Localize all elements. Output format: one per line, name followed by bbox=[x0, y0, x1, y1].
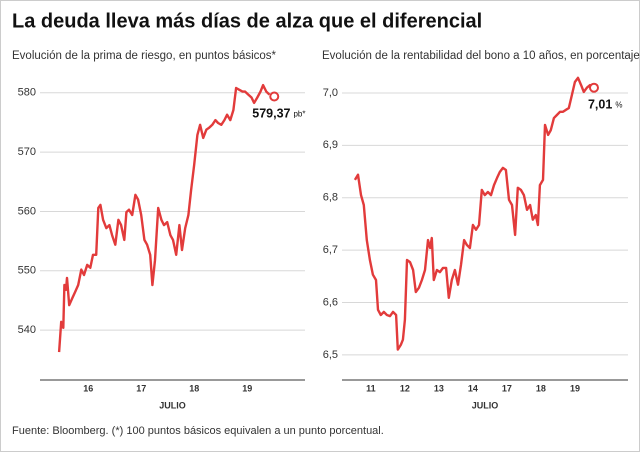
y-tick-label: 570 bbox=[18, 146, 36, 158]
chart-subtitle: Evolución de la rentabilidad del bono a … bbox=[322, 50, 640, 62]
y-tick-label: 6,6 bbox=[323, 296, 338, 308]
x-axis-label: JULIO bbox=[159, 400, 186, 410]
x-tick-label: 19 bbox=[242, 383, 252, 393]
x-tick-label: 19 bbox=[570, 383, 580, 393]
title: La deuda lleva más días de alza que el d… bbox=[12, 10, 482, 32]
end-label: 579,37 pb* bbox=[252, 107, 305, 121]
x-tick-label: 16 bbox=[83, 383, 93, 393]
end-label-unit: % bbox=[615, 101, 622, 110]
chart-subtitle: Evolución de la prima de riesgo, en punt… bbox=[12, 50, 277, 62]
x-tick-label: 18 bbox=[536, 383, 546, 393]
end-label: 7,01% bbox=[588, 98, 622, 112]
x-tick-label: 12 bbox=[400, 383, 410, 393]
y-tick-label: 560 bbox=[18, 205, 36, 217]
y-tick-label: 6,8 bbox=[323, 192, 338, 204]
y-tick-label: 580 bbox=[18, 87, 36, 99]
x-tick-label: 17 bbox=[136, 383, 146, 393]
source: Fuente: Bloomberg. (*) 100 puntos básico… bbox=[12, 425, 384, 437]
x-tick-label: 17 bbox=[502, 383, 512, 393]
x-tick-label: 11 bbox=[366, 383, 376, 393]
end-marker bbox=[588, 82, 599, 93]
end-marker bbox=[269, 91, 280, 102]
y-tick-label: 6,7 bbox=[323, 244, 338, 256]
end-label-value: 579,37 bbox=[252, 107, 290, 121]
x-tick-label: 18 bbox=[189, 383, 199, 393]
y-tick-label: 7,0 bbox=[323, 87, 338, 99]
end-label-unit: pb* bbox=[293, 110, 305, 119]
data-line bbox=[57, 83, 271, 353]
end-label-value: 7,01 bbox=[588, 98, 612, 112]
data-line bbox=[353, 76, 595, 351]
x-tick-label: 14 bbox=[468, 383, 478, 393]
x-axis-label: JULIO bbox=[472, 400, 499, 410]
y-tick-label: 540 bbox=[18, 324, 36, 336]
y-tick-label: 550 bbox=[18, 265, 36, 277]
y-tick-label: 6,9 bbox=[323, 139, 338, 151]
y-tick-label: 6,5 bbox=[323, 349, 338, 361]
x-tick-label: 13 bbox=[434, 383, 444, 393]
